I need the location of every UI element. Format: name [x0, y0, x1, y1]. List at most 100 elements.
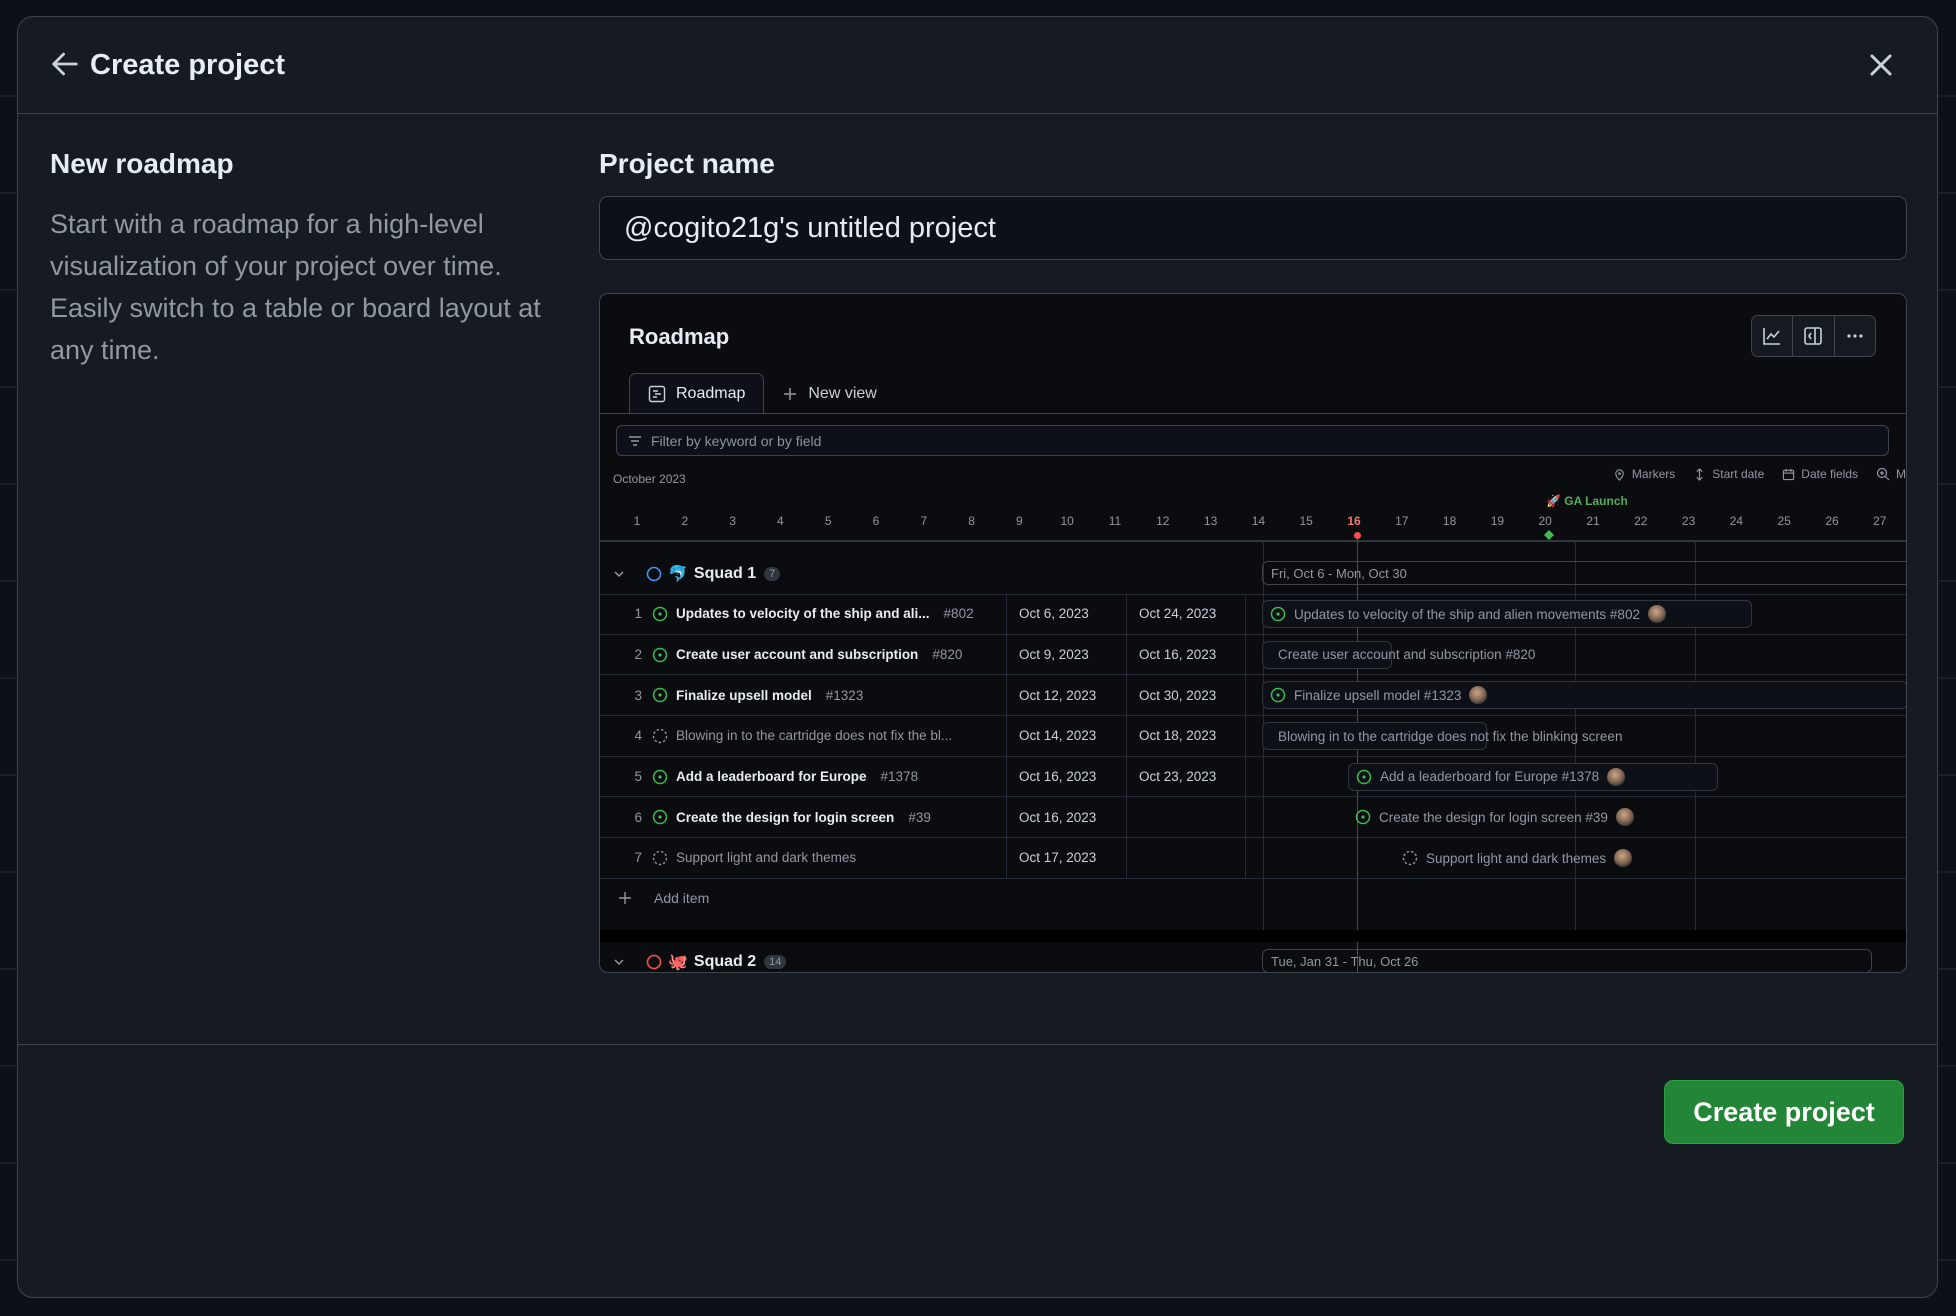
back-arrow-icon[interactable] — [48, 47, 82, 81]
day-label: 6 — [872, 514, 880, 528]
template-description: Start with a roadmap for a high-level vi… — [50, 209, 541, 365]
item-ref: #39 — [908, 809, 931, 825]
day-label: 4 — [777, 514, 784, 528]
avatar — [1469, 686, 1488, 705]
timeline-bar-label: Updates to velocity of the ship and alie… — [1294, 606, 1640, 622]
tab-divider — [600, 413, 1906, 414]
day-label: 15 — [1299, 514, 1313, 528]
item-title: Updates to velocity of the ship and ali.… — [676, 606, 930, 622]
row-number: 7 — [634, 850, 642, 866]
day-label: 18 — [1442, 514, 1457, 528]
avatar — [1615, 808, 1634, 827]
squad1-group-row: 🐬 Squad 1 7 Fri, Oct 6 - Mon, Oct 30 — [600, 554, 1906, 595]
cell-spacer — [1245, 594, 1262, 634]
sort-icon — [1696, 467, 1703, 481]
item-ref: #1378 — [880, 769, 919, 785]
day-label: 13 — [1203, 514, 1218, 528]
item-title-cell: Updates to velocity of the ship and ali.… — [652, 594, 1032, 634]
timeline-bar: Updates to velocity of the ship and alie… — [1262, 600, 1752, 628]
plus-icon — [619, 892, 631, 905]
open-issue-icon — [652, 687, 668, 703]
squad2-count: 14 — [764, 955, 787, 969]
template-name: New roadmap — [50, 148, 234, 179]
start-date-cell: Oct 12, 2023 — [1006, 675, 1126, 716]
day-label: 2 — [681, 514, 689, 528]
preview-toolbar — [1751, 315, 1876, 357]
table-row: 3 Finalize upsell model #1323 Oct 12, 2023 O… — [600, 675, 1906, 717]
item-title: Create the design for login screen — [676, 809, 895, 825]
item-title: Add a leaderboard for Europe — [676, 769, 867, 785]
status-circle-icon — [646, 954, 662, 970]
item-title: Blowing in to the cartridge does not fix… — [676, 728, 953, 744]
item-ref: #1323 — [825, 687, 864, 703]
table-row: 6 Create the design for login screen #39 Oc… — [600, 797, 1906, 839]
tab-roadmap-label: Roadmap — [676, 385, 746, 402]
timeline-bar: Support light and dark themes — [1395, 844, 1633, 872]
timeline-bar: Add a leaderboard for Europe #1378 — [1348, 762, 1718, 791]
today-line — [1357, 537, 1358, 972]
today-dot-icon — [1354, 532, 1361, 539]
end-date-cell: Oct 24, 2023 — [1126, 594, 1245, 634]
item-title: Support light and dark themes — [676, 850, 857, 866]
open-issue-icon — [1355, 810, 1371, 825]
roadmap-preview: Roadmap Roadmap New view Filter by keywo… — [599, 293, 1907, 973]
close-icon[interactable] — [1863, 47, 1899, 83]
add-item-label: Add item — [654, 890, 710, 907]
table-row: 1 Updates to velocity of the ship and ali… — [600, 594, 1906, 635]
open-issue-icon — [652, 647, 668, 662]
item-title: Create user account and subscription — [676, 647, 919, 663]
roadmap-items: 1 Updates to velocity of the ship and ali… — [600, 594, 1906, 918]
filter-placeholder: Filter by keyword or by field — [651, 432, 822, 449]
markers-option: Markers — [1613, 467, 1675, 481]
table-row: 5 Add a leaderboard for Europe #1378 Oct 16… — [600, 756, 1906, 798]
squad1-count: 7 — [764, 567, 781, 581]
start-date-option: Start date — [1693, 467, 1764, 481]
item-title-cell: Blowing in to the cartridge does not fix… — [652, 716, 1032, 756]
squad2-range: Tue, Jan 31 - Thu, Oct 26 — [1271, 953, 1419, 969]
squad2-range-bar: Tue, Jan 31 - Thu, Oct 26 — [1262, 949, 1872, 972]
day-label: 1 — [633, 514, 641, 528]
squad1-range-bar: Fri, Oct 6 - Mon, Oct 30 — [1262, 561, 1906, 585]
day-label: 9 — [1016, 514, 1023, 528]
draft-issue-icon — [1402, 850, 1418, 866]
roadmap-icon — [648, 385, 666, 403]
avatar — [1607, 767, 1626, 786]
day-label: 16 — [1347, 514, 1361, 528]
table-row: 2 Create user account and subscription #82… — [600, 634, 1906, 676]
date-fields-option: Date fields — [1782, 467, 1858, 481]
chevron-down-icon — [614, 959, 624, 966]
cell-spacer — [1245, 716, 1262, 756]
squad2-group-row: 🐙 Squad 2 14 Tue, Jan 31 - Thu, Oct 26 — [600, 942, 1906, 972]
project-name-input[interactable] — [599, 196, 1907, 260]
timeline-bar-label: Create user account and subscription #82… — [1278, 647, 1536, 663]
day-label: 8 — [968, 514, 975, 528]
timeline-bar-label: Finalize upsell model #1323 — [1294, 687, 1462, 703]
end-date-cell: Oct 18, 2023 — [1126, 716, 1245, 756]
more-options-icon — [1835, 316, 1875, 356]
cell-spacer — [1245, 756, 1262, 797]
tab-roadmap: Roadmap — [629, 373, 765, 414]
start-date-cell: Oct 6, 2023 — [1006, 594, 1126, 634]
day-label: 26 — [1825, 514, 1839, 528]
day-label: 3 — [729, 514, 736, 528]
week-gridline — [1695, 540, 1696, 934]
day-label: 11 — [1108, 514, 1122, 528]
open-issue-icon — [652, 769, 668, 784]
day-label: 5 — [824, 514, 832, 528]
row-number: 4 — [634, 728, 642, 744]
preview-title: Roadmap — [629, 324, 730, 349]
markers-label: Markers — [1631, 467, 1676, 481]
day-label: 7 — [920, 514, 928, 528]
add-item-row: Add item — [600, 879, 1906, 918]
day-label: 25 — [1777, 514, 1791, 528]
create-project-button[interactable]: Create project — [1664, 1080, 1904, 1144]
item-title: Finalize upsell model — [676, 687, 812, 703]
tab-new-view: New view — [764, 374, 894, 414]
timeline-bar-label: Add a leaderboard for Europe #1378 — [1380, 769, 1600, 785]
cell-spacer — [1245, 634, 1262, 675]
month-label: October 2023 — [613, 472, 686, 486]
day-label: 27 — [1873, 514, 1887, 528]
layout-panel-icon — [1793, 316, 1835, 356]
squad2-name: Squad 2 — [693, 953, 757, 970]
timeline-bar: Create user account and subscription #82… — [1262, 640, 1535, 669]
